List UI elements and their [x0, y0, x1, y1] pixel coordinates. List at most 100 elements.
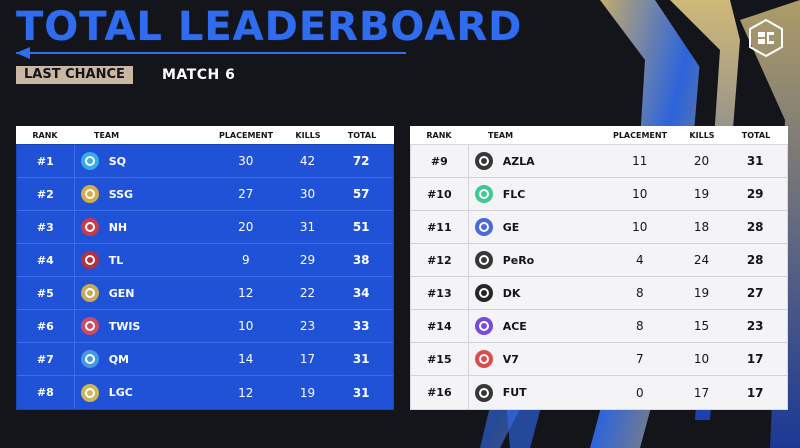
total-cell: 31: [352, 352, 370, 366]
table-body: #1 SQ 30 42 72 #2 SSG 27 30 57 #3 NH 20 31 51 #4 TL 9 29 38…: [16, 144, 394, 410]
total-cell: 34: [352, 286, 370, 300]
team-logo-icon: [79, 382, 101, 404]
team-cell: SQ: [75, 150, 206, 172]
header-team: TEAM: [94, 130, 120, 140]
team-name: SQ: [108, 154, 126, 168]
table-row: #5 GEN 12 22 34: [17, 277, 393, 310]
kills-cell: 23: [299, 319, 316, 333]
page-title: TOTAL LEADERBOARD: [16, 4, 523, 50]
kills-cell: 42: [299, 154, 316, 168]
table-row: #1 SQ 30 42 72: [17, 145, 393, 178]
placement-cell: 4: [635, 253, 644, 267]
total-cell: 31: [352, 385, 370, 400]
stage-badge: LAST CHANCE: [16, 66, 133, 84]
team-name: GEN: [108, 286, 135, 300]
team-logo-icon: [473, 382, 495, 404]
team-name: AZLA: [502, 154, 535, 168]
table-row: #16 FUT 0 17 17: [411, 376, 787, 409]
placement-cell: 30: [238, 154, 254, 168]
team-name: LGC: [108, 386, 133, 399]
team-cell: QM: [75, 348, 206, 370]
kills-cell: 18: [693, 220, 710, 234]
team-logo-icon: [473, 216, 495, 238]
rank-cell: #12: [411, 244, 469, 276]
team-logo-icon: [79, 183, 101, 205]
placement-cell: 8: [635, 286, 644, 300]
total-cell: 38: [352, 253, 370, 267]
kills-cell: 17: [299, 352, 316, 366]
total-cell: 57: [352, 187, 370, 201]
team-logo-icon: [79, 315, 101, 337]
team-name: V7: [502, 352, 519, 366]
placement-cell: 11: [632, 154, 648, 168]
header-kills: KILLS: [689, 130, 715, 140]
team-logo-icon: [473, 150, 495, 172]
team-name: TWIS: [108, 319, 141, 333]
header-placement: PLACEMENT: [612, 130, 668, 140]
kills-cell: 22: [299, 286, 316, 300]
rank-cell: #10: [411, 178, 469, 210]
table-row: #3 NH 20 31 51: [17, 211, 393, 244]
table-row: #10 FLC 10 19 29: [411, 178, 787, 211]
team-cell: GEN: [75, 282, 206, 304]
total-cell: 51: [352, 220, 370, 234]
table-row: #15 V7 7 10 17: [411, 343, 787, 376]
team-cell: SSG: [75, 183, 206, 205]
team-name: GE: [502, 220, 520, 234]
header-kills: KILLS: [295, 130, 321, 140]
total-cell: 17: [746, 385, 764, 400]
table-body: #9 AZLA 11 20 31 #10 FLC 10 19 29 #11 GE 10 18 28 #12 Pe…: [410, 144, 788, 410]
team-logo-icon: [473, 348, 495, 370]
total-cell: 17: [746, 352, 764, 366]
kills-cell: 24: [693, 253, 710, 267]
title-underline: [16, 52, 406, 54]
match-label: MATCH 6: [162, 67, 236, 83]
rank-cell: #4: [17, 244, 75, 276]
total-cell: 27: [746, 286, 764, 300]
placement-cell: 14: [238, 352, 254, 366]
team-name: SSG: [108, 187, 134, 201]
table-header: RANK TEAM PLACEMENT KILLS TOTAL: [410, 126, 788, 144]
rank-cell: #16: [411, 376, 469, 409]
total-cell: 28: [746, 220, 764, 234]
table-row: #13 DK 8 19 27: [411, 277, 787, 310]
placement-cell: 10: [632, 220, 648, 234]
header-placement: PLACEMENT: [218, 130, 274, 140]
team-name: PeRo: [502, 253, 535, 267]
rank-cell: #11: [411, 211, 469, 243]
team-name: FLC: [502, 187, 526, 201]
team-logo-icon: [473, 315, 495, 337]
placement-cell: 10: [632, 187, 648, 201]
placement-cell: 0: [635, 385, 644, 400]
rank-cell: #7: [17, 343, 75, 375]
table-row: #9 AZLA 11 20 31: [411, 145, 787, 178]
placement-cell: 27: [238, 187, 254, 201]
placement-cell: 9: [241, 253, 250, 267]
team-cell: GE: [469, 216, 600, 238]
total-cell: 33: [352, 319, 370, 333]
team-cell: NH: [75, 216, 206, 238]
rank-cell: #13: [411, 277, 469, 309]
header-rank: RANK: [32, 130, 58, 140]
team-cell: V7: [469, 348, 600, 370]
total-cell: 29: [746, 187, 764, 201]
team-name: TL: [108, 253, 124, 267]
total-cell: 23: [746, 319, 764, 333]
team-cell: ACE: [469, 315, 600, 337]
team-logo-icon: [79, 150, 101, 172]
placement-cell: 7: [635, 352, 644, 366]
kills-cell: 19: [693, 286, 710, 300]
team-logo-icon: [79, 249, 101, 271]
team-name: NH: [108, 220, 128, 234]
table-row: #2 SSG 27 30 57: [17, 178, 393, 211]
table-row: #11 GE 10 18 28: [411, 211, 787, 244]
total-cell: 31: [746, 154, 764, 168]
team-logo-icon: [473, 249, 495, 271]
kills-cell: 10: [693, 352, 710, 366]
total-cell: 72: [352, 154, 370, 168]
rank-cell: #8: [17, 376, 75, 409]
placement-cell: 12: [238, 286, 254, 300]
team-cell: PeRo: [469, 249, 600, 271]
table-row: #14 ACE 8 15 23: [411, 310, 787, 343]
placement-cell: 12: [238, 385, 254, 400]
